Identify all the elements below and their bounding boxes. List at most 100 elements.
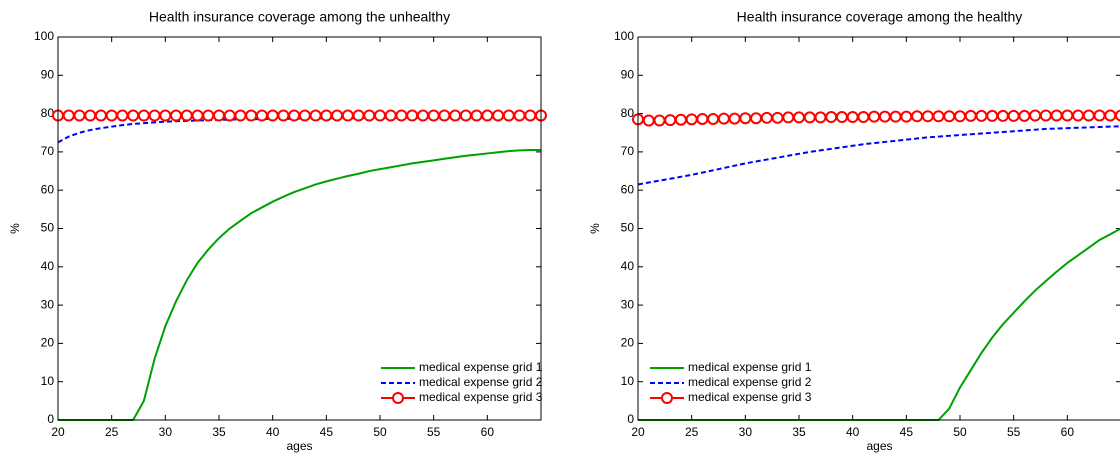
data-point: [459, 109, 472, 122]
data-point: [975, 109, 988, 122]
x-tick-label: 45: [900, 425, 914, 439]
y-tick-label: 40: [621, 259, 635, 273]
data-point: [84, 109, 97, 122]
data-point: [481, 109, 494, 122]
data-point: [62, 109, 75, 122]
y-tick-label: 60: [621, 182, 635, 196]
data-point: [750, 112, 763, 125]
data-point: [159, 109, 172, 122]
data-point: [1093, 109, 1106, 122]
data-point: [492, 109, 505, 122]
data-point: [932, 110, 945, 123]
data-point: [266, 109, 279, 122]
x-tick-label: 35: [212, 425, 226, 439]
data-point: [255, 109, 268, 122]
data-point: [911, 110, 924, 123]
data-point: [996, 109, 1009, 122]
x-tick-label: 30: [159, 425, 173, 439]
data-point: [137, 109, 150, 122]
data-point: [170, 109, 183, 122]
data-point: [470, 109, 483, 122]
data-point: [416, 109, 429, 122]
data-point: [664, 114, 677, 127]
data-point: [213, 109, 225, 122]
data-point: [986, 109, 999, 122]
data-point: [1072, 109, 1085, 122]
y-tick-label: 80: [621, 106, 635, 120]
data-point: [964, 109, 977, 122]
series-line: [637, 125, 1120, 186]
data-point: [395, 109, 408, 122]
data-point: [1115, 109, 1120, 122]
data-point: [502, 109, 515, 122]
data-point: [180, 109, 193, 122]
data-point: [707, 112, 720, 125]
data-point: [105, 109, 118, 122]
legend-label: medical expense grid 1: [419, 360, 543, 374]
chart: Health insurance coverage among the heal…: [588, 9, 1120, 453]
plot-area: [58, 37, 541, 420]
data-point: [835, 111, 848, 124]
data-point: [696, 112, 709, 125]
data-point: [782, 111, 795, 124]
y-tick-label: 40: [41, 259, 55, 273]
y-tick-label: 50: [41, 221, 55, 235]
data-point: [1018, 109, 1031, 122]
data-point: [857, 111, 870, 124]
data-point: [846, 111, 859, 124]
data-point: [803, 111, 816, 124]
data-point: [277, 109, 290, 122]
data-point: [760, 111, 773, 124]
data-point: [309, 109, 322, 122]
x-tick-label: 55: [427, 425, 441, 439]
data-point: [889, 110, 902, 123]
data-point: [449, 109, 462, 122]
data-point: [1007, 109, 1020, 122]
y-tick-label: 30: [41, 297, 55, 311]
x-axis-label: ages: [866, 439, 892, 453]
data-point: [191, 109, 204, 122]
data-point: [943, 110, 956, 123]
y-tick-label: 100: [614, 29, 634, 43]
data-point: [427, 109, 440, 122]
data-point: [1082, 109, 1095, 122]
series-line: [58, 148, 541, 421]
x-tick-label: 30: [739, 425, 753, 439]
x-tick-label: 40: [266, 425, 280, 439]
legend-label: medical expense grid 2: [688, 375, 812, 389]
data-point: [739, 112, 752, 125]
x-tick-label: 20: [631, 425, 645, 439]
data-point: [352, 109, 365, 122]
data-point: [1050, 109, 1063, 122]
legend-marker: [661, 392, 673, 404]
y-tick-label: 90: [41, 67, 55, 81]
data-point: [406, 109, 419, 122]
data-point: [73, 109, 86, 122]
x-tick-label: 55: [1007, 425, 1021, 439]
data-point: [878, 110, 891, 123]
y-tick-label: 0: [627, 412, 634, 426]
x-tick-label: 50: [953, 425, 967, 439]
data-point: [223, 109, 236, 122]
data-point: [234, 109, 247, 122]
data-point: [298, 109, 311, 122]
data-point: [331, 109, 344, 122]
plot-frame: [637, 36, 1120, 421]
plot-frame: [57, 36, 542, 421]
x-tick-label: 60: [481, 425, 495, 439]
y-tick-label: 80: [41, 106, 55, 120]
data-point: [363, 109, 376, 122]
x-tick-label: 20: [51, 425, 65, 439]
y-tick-label: 70: [41, 144, 55, 158]
data-point: [374, 109, 386, 122]
data-point: [202, 109, 215, 122]
y-tick-label: 90: [621, 67, 635, 81]
legend-label: medical expense grid 3: [688, 390, 812, 404]
data-point: [868, 110, 881, 123]
x-tick-label: 35: [792, 425, 806, 439]
legend-marker: [392, 392, 404, 404]
chart-title: Health insurance coverage among the unhe…: [149, 9, 450, 25]
data-point: [685, 113, 698, 126]
